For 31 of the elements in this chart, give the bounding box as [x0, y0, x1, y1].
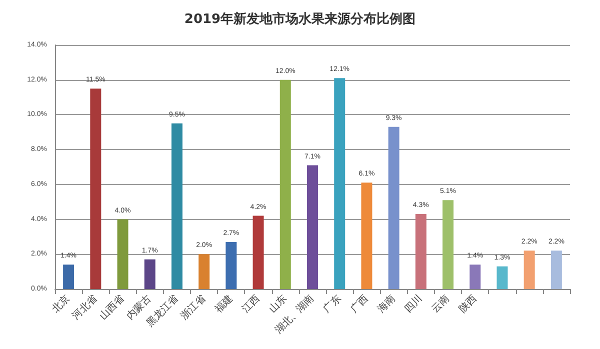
bar	[90, 88, 102, 289]
x-tick-label: 广东	[320, 292, 344, 316]
bar	[63, 264, 74, 289]
bar	[117, 219, 128, 289]
bar	[334, 78, 346, 289]
x-tick-label: 海南	[375, 292, 398, 316]
x-tick-label: 北京	[50, 292, 72, 316]
bar	[307, 165, 318, 289]
bar	[550, 250, 562, 289]
x-tick-label: 浙江省	[178, 292, 208, 322]
chart-title: 2019年新发地市场水果来源分布比例图	[184, 11, 416, 27]
bar	[252, 216, 264, 289]
x-tick-label: 四川	[402, 292, 425, 316]
bar	[171, 123, 182, 289]
bar	[144, 259, 156, 289]
x-tick-label: 江西	[240, 292, 262, 316]
x-tick-label: 云南	[429, 292, 452, 316]
bar	[415, 214, 426, 289]
bar	[388, 126, 400, 289]
bar	[442, 200, 454, 289]
bar	[198, 254, 210, 289]
x-tick-label: 山东	[266, 292, 290, 316]
bar	[524, 250, 535, 289]
x-tick-label: 福建	[212, 292, 236, 316]
bar	[361, 182, 372, 289]
bar	[496, 266, 508, 289]
bar	[226, 242, 237, 289]
bar	[470, 264, 481, 289]
x-tick-label: 广西	[348, 292, 371, 316]
bar	[280, 80, 291, 289]
x-tick-label: 陕西	[456, 292, 480, 316]
